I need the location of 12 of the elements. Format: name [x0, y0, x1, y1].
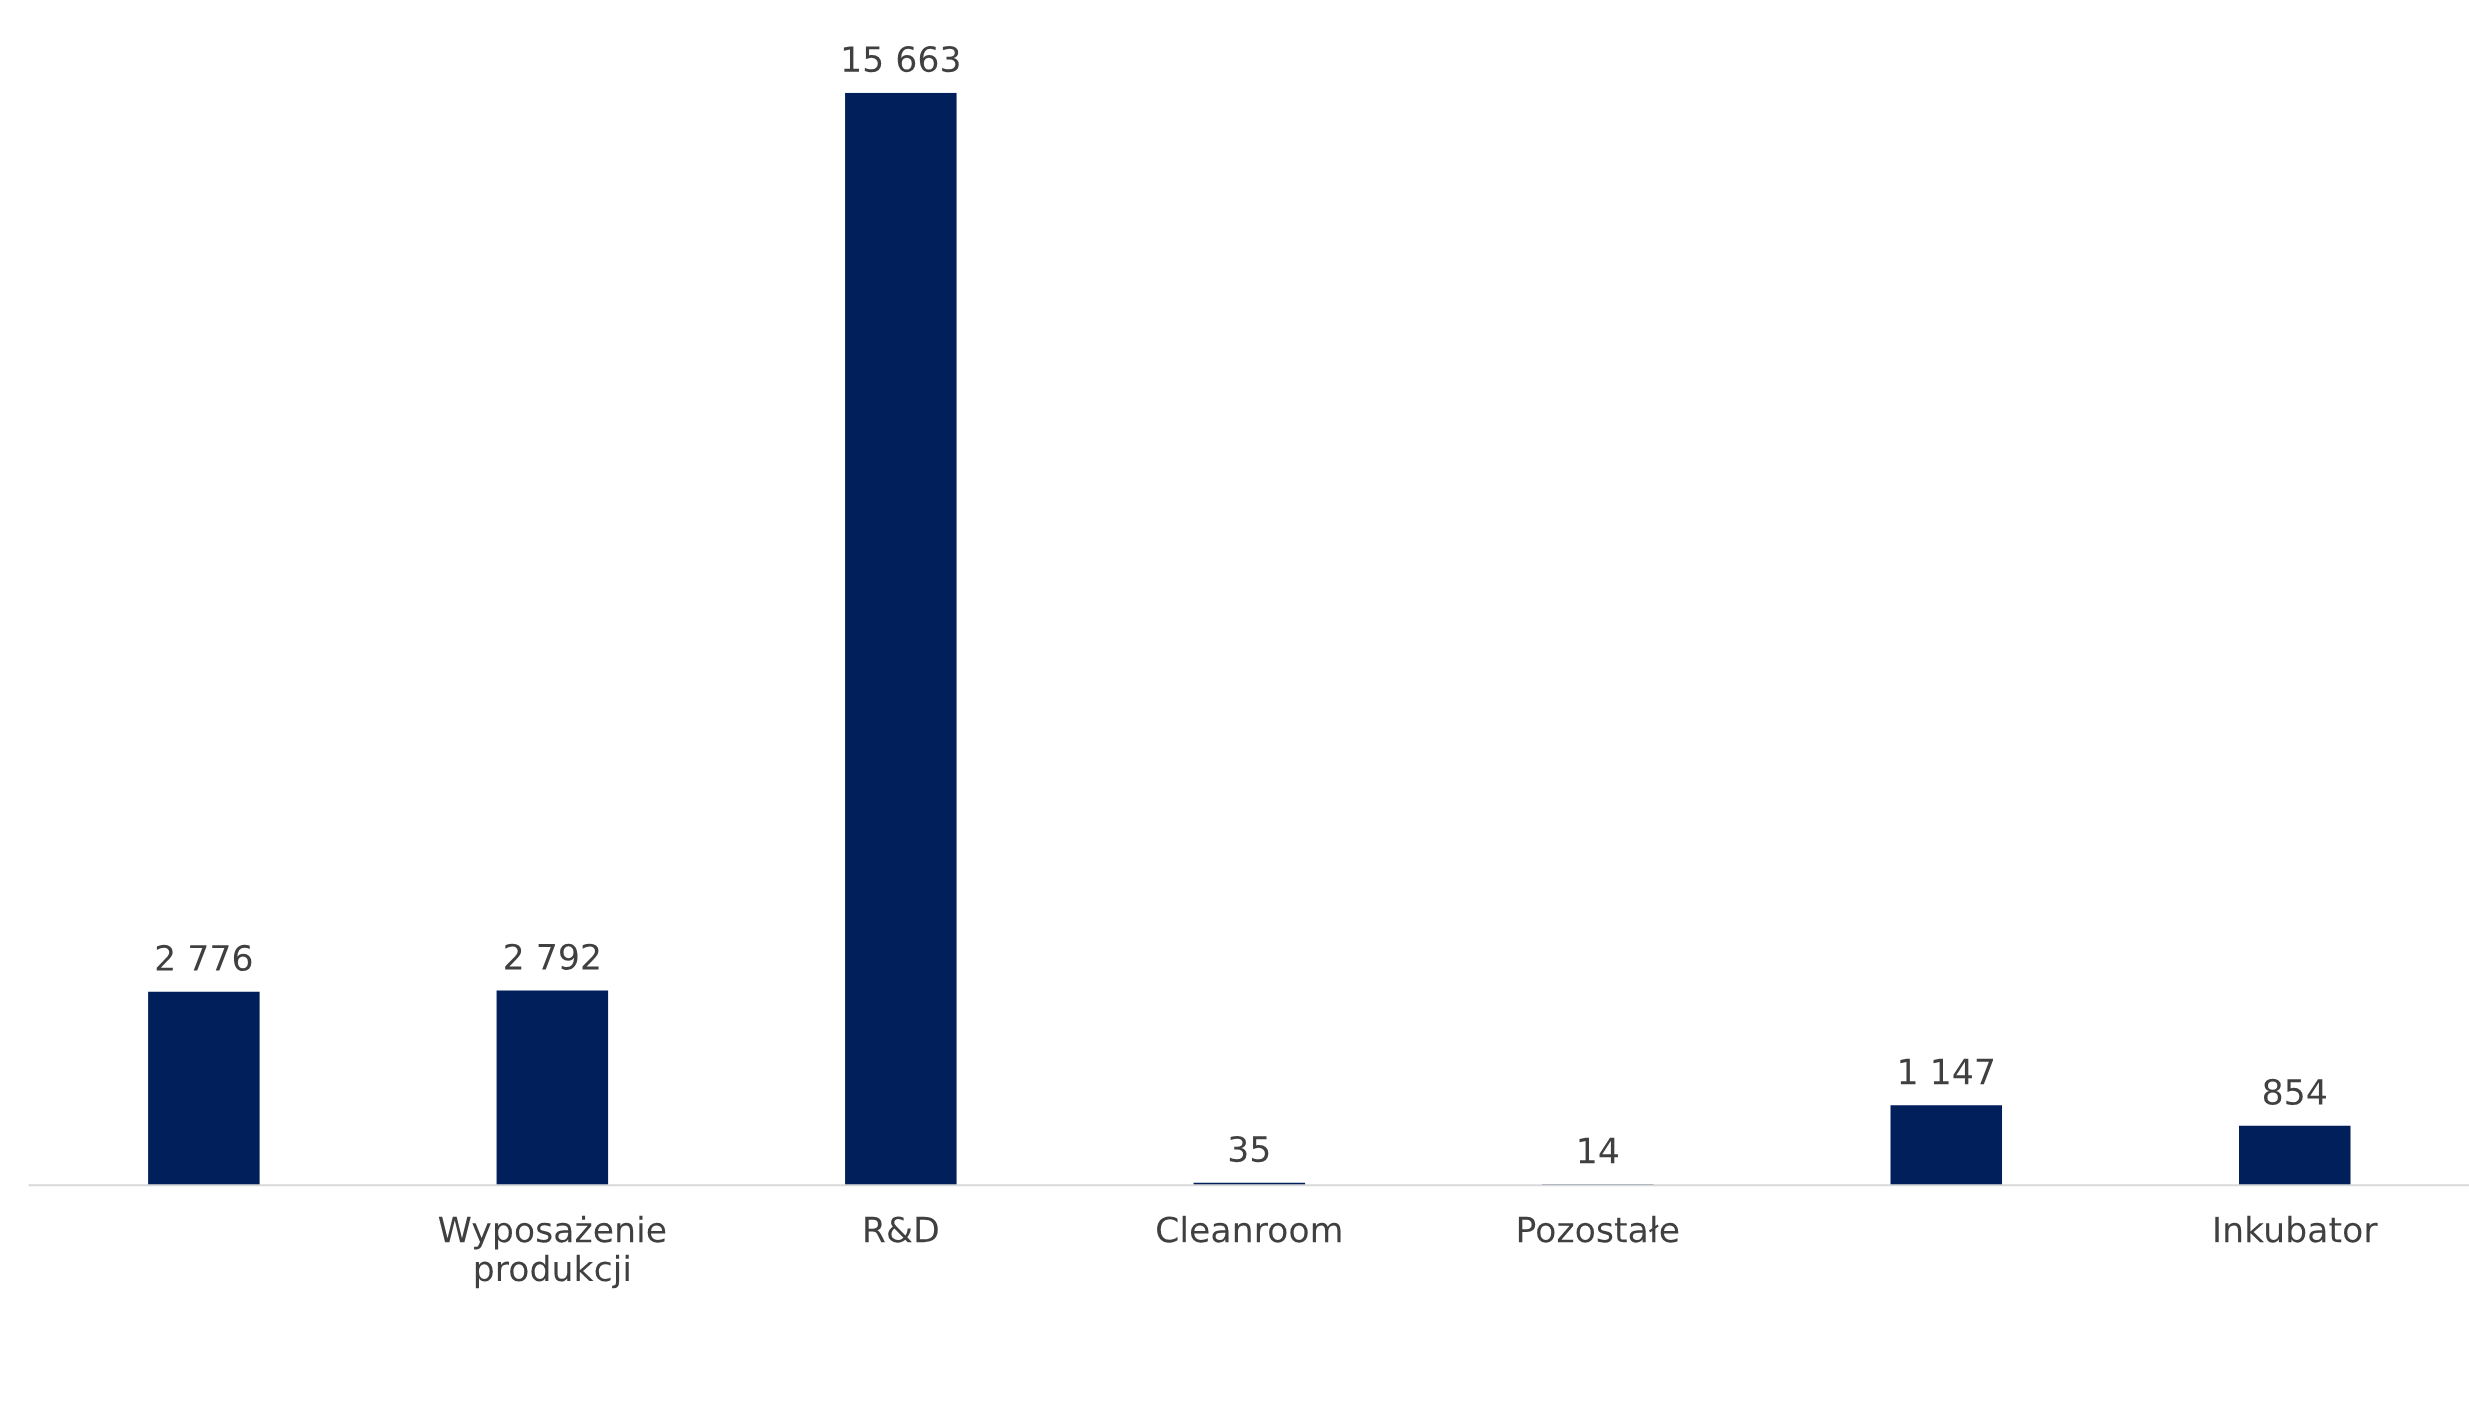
data-label: 15 663: [843, 45, 959, 73]
x-tick-label: R&D: [865, 1216, 938, 1243]
x-tick-label: Pozostałe: [1518, 1215, 1679, 1243]
x-tick-label: Cleanroom: [1157, 1215, 1341, 1243]
x-tick-label: Wyposażenie produkcji: [438, 1215, 666, 1289]
data-label: 35: [1229, 1135, 1269, 1163]
data-label: 2 776: [156, 944, 252, 972]
data-label: 854: [2263, 1078, 2326, 1106]
data-label: 14: [1579, 1137, 1618, 1164]
data-label: 2 792: [505, 943, 599, 970]
x-tick-label: Inkubator: [2215, 1215, 2378, 1243]
data-label: 1 147: [1900, 1058, 1994, 1085]
